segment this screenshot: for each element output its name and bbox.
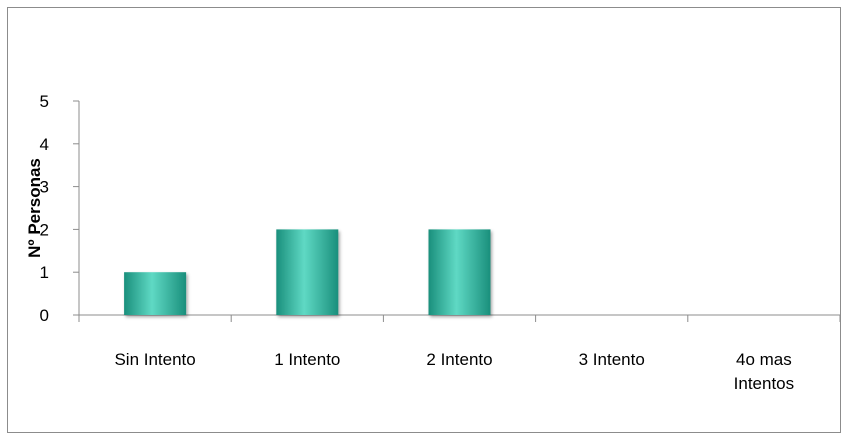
x-category-label: 4o mas [736, 350, 792, 369]
y-tick-label: 0 [40, 306, 49, 325]
x-category-label: Sin Intento [114, 350, 195, 369]
chart-frame [7, 7, 841, 433]
y-tick-label: 1 [40, 263, 49, 282]
x-category-label: 1 Intento [274, 350, 340, 369]
x-category-label: 2 Intento [426, 350, 492, 369]
bar [276, 229, 339, 315]
bar [428, 229, 491, 315]
y-tick-label: 5 [40, 92, 49, 111]
x-category-label: Intentos [734, 374, 795, 393]
bar [124, 272, 187, 315]
x-category-label: 3 Intento [579, 350, 645, 369]
y-tick-label: 4 [40, 135, 49, 154]
y-tick-label: 3 [40, 178, 49, 197]
y-axis-title: Nº Personas [25, 158, 44, 258]
y-tick-label: 2 [40, 220, 49, 239]
